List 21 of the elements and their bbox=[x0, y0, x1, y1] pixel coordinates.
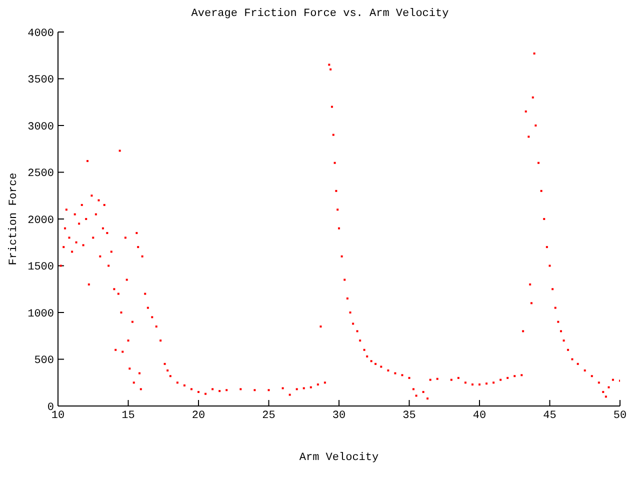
y-tick-label: 1000 bbox=[28, 308, 54, 320]
chart-title: Average Friction Force vs. Arm Velocity bbox=[190, 8, 450, 20]
x-tick-label: 35 bbox=[402, 410, 416, 422]
x-axis-title: Arm Velocity bbox=[299, 452, 379, 464]
x-tick-label: 15 bbox=[122, 410, 135, 422]
x-tick-label: 45 bbox=[543, 410, 556, 422]
y-tick-label: 500 bbox=[34, 355, 54, 368]
x-tick-label: 25 bbox=[262, 410, 276, 422]
x-tick-label: 30 bbox=[332, 410, 346, 422]
y-tick-label: 4000 bbox=[28, 28, 54, 40]
y-tick-label: 0 bbox=[47, 402, 54, 414]
x-tick-label: 50 bbox=[613, 410, 627, 422]
y-tick-label: 1500 bbox=[28, 262, 54, 274]
y-tick-label: 3500 bbox=[28, 74, 54, 87]
x-tick-label: 20 bbox=[192, 410, 206, 422]
y-tick-label: 3000 bbox=[28, 121, 54, 134]
x-tick-label: 40 bbox=[472, 410, 486, 422]
x-tick-label: 10 bbox=[51, 410, 65, 422]
y-tick-label: 2000 bbox=[28, 214, 54, 227]
y-axis-title: Friction Force bbox=[8, 172, 20, 266]
y-tick-label: 2500 bbox=[28, 168, 54, 180]
